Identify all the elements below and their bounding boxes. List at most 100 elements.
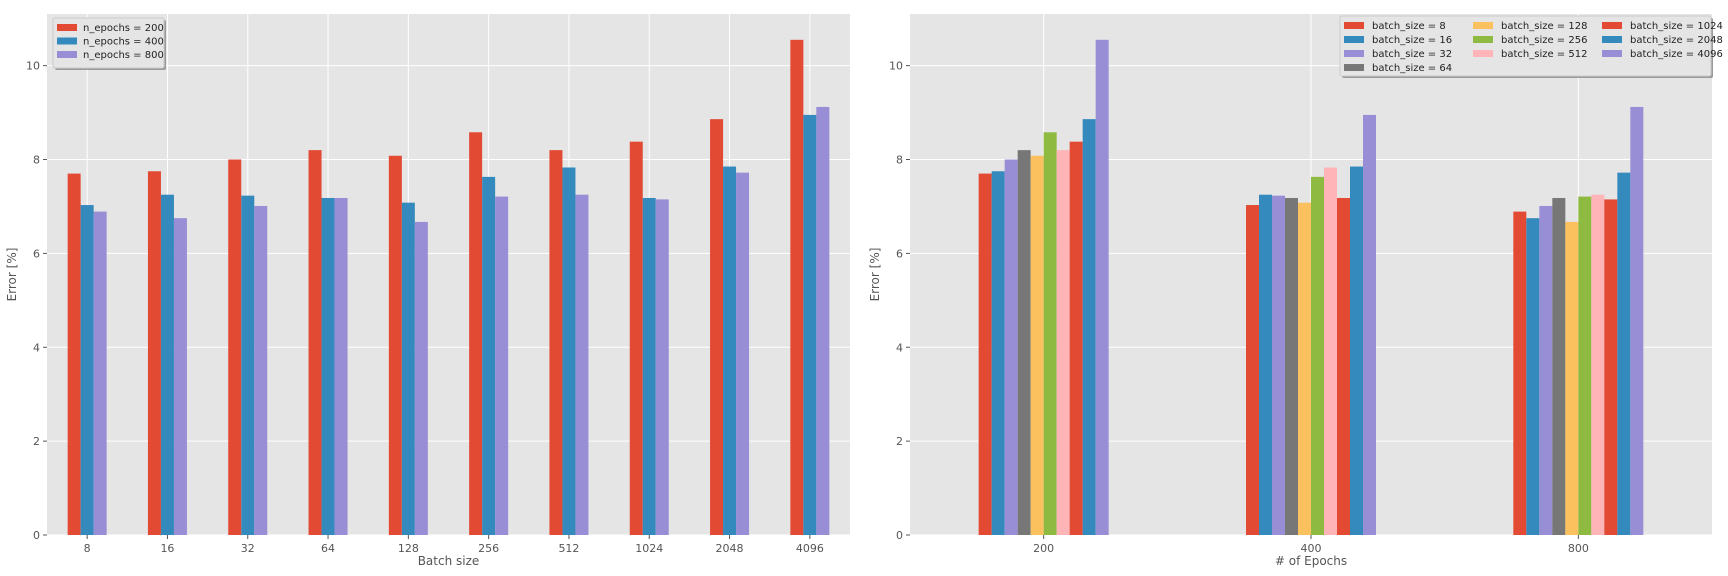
bar	[67, 173, 81, 536]
legend-frame	[1339, 15, 1712, 77]
legend-label: n_epochs = 800	[83, 50, 164, 61]
y-tick-label: 0	[33, 529, 40, 542]
legend-swatch	[1473, 50, 1493, 57]
bar	[1004, 159, 1018, 535]
bar	[549, 150, 563, 535]
bar	[1285, 197, 1298, 535]
legend-label: batch_size = 4096	[1630, 49, 1723, 60]
legend-swatch	[57, 24, 77, 31]
bar	[401, 202, 415, 535]
x-tick-label: 8	[84, 542, 91, 555]
x-tick-label: 2048	[716, 542, 744, 555]
bar	[710, 119, 724, 536]
bar	[1298, 202, 1311, 535]
bar	[1311, 176, 1324, 536]
legend-label: n_epochs = 400	[83, 37, 164, 48]
bar	[1056, 150, 1070, 535]
x-tick-label: 128	[398, 542, 419, 555]
bar	[1069, 141, 1083, 536]
bar	[575, 194, 589, 535]
bar	[642, 197, 656, 535]
y-tick-label: 4	[896, 341, 903, 354]
legend-swatch	[1344, 22, 1364, 29]
chart-panel-1: 0 2 4 6 8 10 8 16 32 64 128 256 512 1024 2048 4096 Batch…	[5, 14, 850, 568]
legend-label: batch_size = 256	[1501, 35, 1587, 46]
legend-label: n_epochs = 200	[83, 23, 164, 34]
y-tick-label: 8	[33, 154, 40, 167]
bar	[1604, 199, 1618, 536]
bar	[93, 211, 107, 536]
bar	[1617, 172, 1631, 535]
y-tick-label: 8	[896, 154, 903, 167]
bar	[1363, 114, 1376, 535]
bar	[1350, 166, 1363, 535]
x-tick-label: 200	[1033, 542, 1054, 555]
bar	[482, 176, 496, 536]
bar	[562, 167, 576, 536]
bar	[495, 196, 509, 535]
y-tick-label: 6	[33, 247, 40, 260]
bar	[80, 205, 94, 536]
bar	[1630, 106, 1644, 536]
bar	[723, 166, 737, 535]
y-tick-label: 4	[33, 341, 40, 354]
legend-label: batch_size = 8	[1372, 21, 1446, 32]
x-tick-label: 400	[1301, 542, 1322, 555]
bar	[1539, 205, 1553, 535]
bar	[629, 141, 643, 536]
x-axis-label: # of Epochs	[1275, 554, 1347, 568]
bar	[388, 155, 402, 535]
bar	[1578, 196, 1592, 535]
x-tick-label: 256	[478, 542, 499, 555]
bar	[241, 195, 255, 536]
bar	[803, 114, 817, 535]
y-axis-label: Error [%]	[868, 248, 882, 302]
bar	[790, 39, 804, 536]
legend-frame	[52, 17, 165, 69]
bar	[1095, 39, 1109, 536]
bar	[991, 171, 1005, 535]
bar	[655, 199, 669, 536]
bar	[414, 221, 428, 535]
x-tick-label: 800	[1568, 542, 1589, 555]
legend: batch_size = 8 batch_size = 16 batch_size …	[1339, 15, 1723, 78]
y-tick-label: 10	[26, 60, 40, 73]
bar	[1552, 197, 1566, 535]
bar	[736, 172, 750, 535]
bar	[1259, 194, 1272, 535]
legend: n_epochs = 200 n_epochs = 400 n_epochs = 8…	[52, 17, 166, 70]
bar	[469, 132, 483, 536]
legend-swatch	[1344, 64, 1364, 71]
legend-swatch	[57, 37, 77, 45]
chart-panel-2: 0 2 4 6 8 10 200 400 800 # of Epochs Error [%] batc…	[868, 14, 1723, 568]
bar	[1324, 167, 1337, 536]
legend-label: batch_size = 512	[1501, 49, 1587, 60]
bar	[1043, 132, 1057, 536]
legend-swatch	[1602, 50, 1622, 57]
legend-label: batch_size = 32	[1372, 49, 1452, 60]
bar	[978, 173, 992, 536]
bar	[147, 171, 161, 535]
legend-label: batch_size = 64	[1372, 63, 1452, 74]
x-axis-label: Batch size	[418, 554, 480, 568]
bar	[1246, 205, 1259, 536]
legend-label: batch_size = 2048	[1630, 35, 1723, 46]
y-tick-label: 10	[889, 60, 903, 73]
legend-label: batch_size = 1024	[1630, 21, 1723, 32]
legend-swatch	[1473, 36, 1493, 43]
y-tick-label: 0	[896, 529, 903, 542]
bar	[160, 194, 174, 535]
y-tick-label: 2	[33, 435, 40, 448]
bar	[254, 205, 268, 535]
legend-label: batch_size = 128	[1501, 21, 1587, 32]
legend-swatch	[1344, 36, 1364, 43]
x-tick-label: 32	[241, 542, 255, 555]
x-tick-label: 16	[160, 542, 174, 555]
legend-swatch	[1602, 36, 1622, 43]
bar	[334, 197, 348, 535]
bar	[308, 150, 322, 535]
legend-swatch	[57, 51, 77, 58]
x-tick-label: 1024	[635, 542, 663, 555]
bar	[228, 159, 242, 535]
